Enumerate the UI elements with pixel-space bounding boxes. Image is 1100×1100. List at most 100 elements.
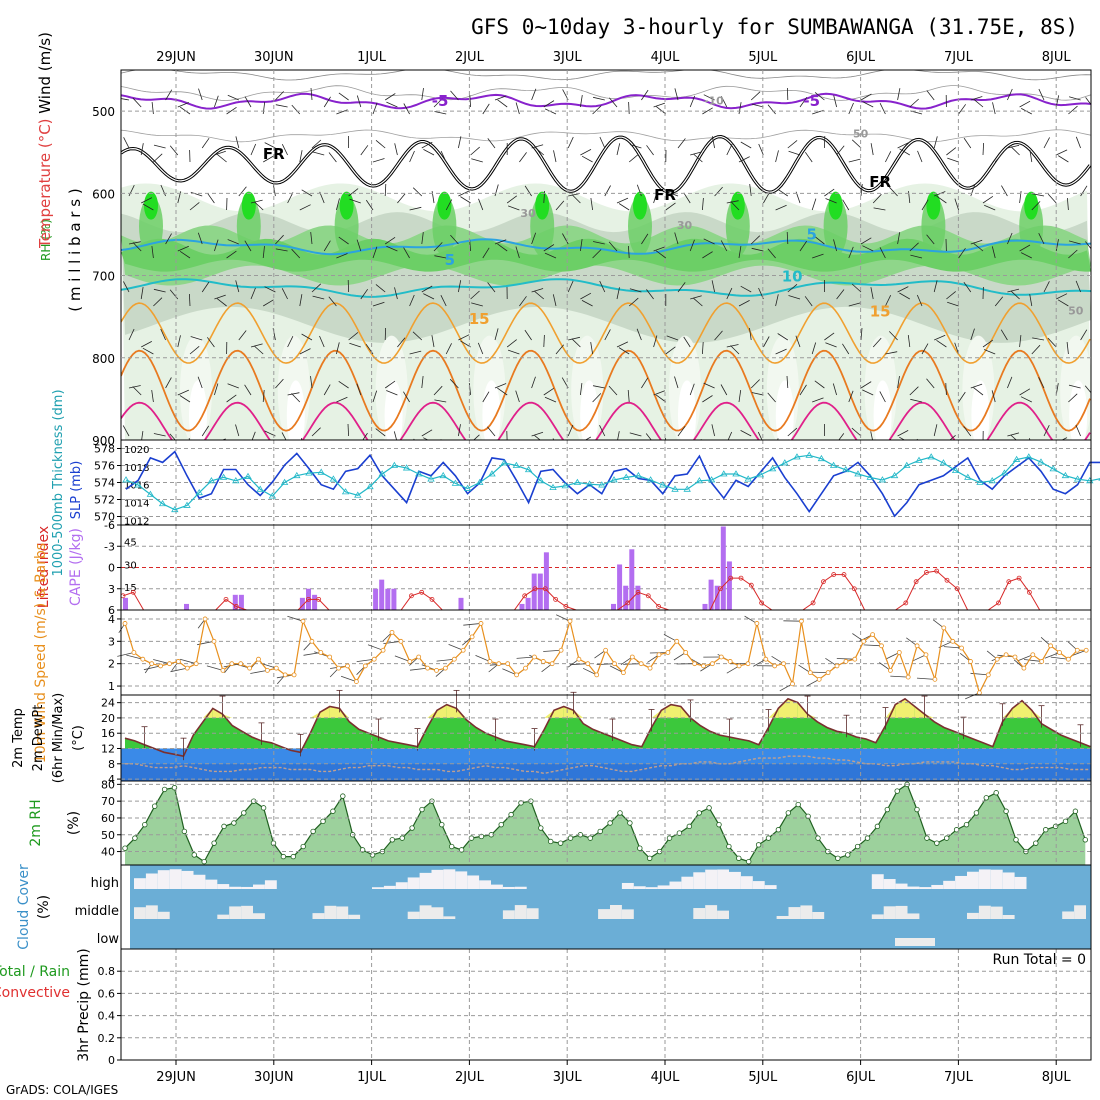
wind-barb xyxy=(608,385,618,396)
wind-barb xyxy=(336,253,348,259)
cape-bar xyxy=(629,549,635,610)
rh-marker xyxy=(746,858,752,865)
wind-barb xyxy=(629,288,642,293)
wind-barb xyxy=(916,294,923,307)
temperature-warm-band xyxy=(1031,710,1042,718)
rh-marker xyxy=(983,795,989,801)
dry-cell xyxy=(286,380,305,440)
contour-label: -5 xyxy=(432,92,449,110)
wind-barb xyxy=(506,339,517,348)
rh-marker xyxy=(845,852,851,858)
axis-title-part: (%) xyxy=(36,895,52,919)
wind-barb xyxy=(543,334,545,348)
thickness-marker xyxy=(195,488,203,496)
wind-barb xyxy=(132,242,142,252)
wind-speed-marker xyxy=(247,665,253,671)
wind-barb xyxy=(885,351,898,355)
rh-marker xyxy=(706,805,712,811)
wind-barb xyxy=(189,293,191,307)
thickness-marker xyxy=(781,459,789,466)
wind-barb xyxy=(310,376,313,389)
wind-speed-marker xyxy=(567,618,573,624)
cloud-middle-block xyxy=(348,914,361,919)
wind-barb xyxy=(275,91,284,101)
wind-barb xyxy=(434,111,447,115)
cloud-high-block xyxy=(633,886,646,889)
wind-barb xyxy=(862,245,874,252)
rh-marker xyxy=(340,793,346,799)
wind-barb xyxy=(616,341,629,348)
cloud-middle-block xyxy=(907,913,920,919)
wind-barb xyxy=(851,283,862,293)
wind-barb xyxy=(421,141,433,149)
chart-title: GFS 0~10day 3-hourly for SUMBAWANGA (31.… xyxy=(471,15,1078,39)
wind-barb xyxy=(409,206,422,211)
wind-barb xyxy=(1010,290,1020,300)
wind-speed-marker xyxy=(442,665,448,671)
cape-axis-title: CAPE (J/kg) xyxy=(68,528,84,606)
cloud-high-block xyxy=(955,875,967,889)
wind-barb xyxy=(963,137,972,149)
wind-barb xyxy=(567,424,574,437)
wind-barb xyxy=(235,424,240,437)
thickness-marker xyxy=(890,471,899,479)
li-tick-label: -6 xyxy=(104,519,115,532)
wind-barb xyxy=(833,239,837,252)
thickness-marker xyxy=(744,475,752,482)
wind-barb xyxy=(281,288,288,300)
rh-marker xyxy=(458,847,465,853)
wind-barb xyxy=(336,198,340,211)
gray-contour xyxy=(121,70,1091,81)
wind-barb xyxy=(264,286,276,293)
wind-barb xyxy=(433,242,443,252)
wind-barb xyxy=(677,426,686,437)
cape-bar xyxy=(312,594,318,610)
contour-label: 15 xyxy=(469,310,490,328)
thickness-marker xyxy=(415,470,423,477)
lifted-index-marker xyxy=(532,586,538,592)
wind-barb xyxy=(571,194,581,204)
wind-barb xyxy=(703,238,715,245)
wind-barb xyxy=(421,285,433,293)
wind-barb xyxy=(618,347,630,355)
thickness-marker xyxy=(305,469,313,476)
wind-barb xyxy=(524,329,532,341)
rh-marker xyxy=(934,840,940,846)
wind-speed-marker xyxy=(318,650,324,655)
dry-cell xyxy=(580,380,599,440)
thickness-marker xyxy=(988,477,996,484)
wind-barb xyxy=(677,138,686,149)
wind-barb xyxy=(581,155,593,163)
y-tick-label: 0 xyxy=(108,1054,115,1067)
wind-speed-marker xyxy=(603,647,608,653)
y-tick-label: 20 xyxy=(101,712,115,725)
wind-barb xyxy=(179,395,191,403)
pressure-label: 600 xyxy=(92,187,115,201)
axis-title-part: ( m i l l i b a r s ) xyxy=(66,188,84,311)
wind-barb xyxy=(291,104,301,115)
y-tick-label: 574 xyxy=(94,477,115,490)
wind-barb-10m xyxy=(179,658,197,665)
wind-barb xyxy=(470,290,480,300)
cloud-middle-block xyxy=(157,911,170,919)
cloud-middle-block xyxy=(967,912,979,919)
wind-barb xyxy=(945,382,947,396)
wind-barb xyxy=(590,342,593,355)
cape-bar xyxy=(299,597,305,610)
cloud-middle-block xyxy=(419,905,432,919)
cloud-high-block xyxy=(502,886,515,889)
rh-core xyxy=(1024,191,1039,220)
wind-barb xyxy=(1038,88,1045,101)
wind-barb-10m xyxy=(965,692,980,700)
precip-axis-title: 3hr Precip (mm) xyxy=(76,948,92,1061)
wind-barb xyxy=(312,295,325,300)
wind-speed-marker xyxy=(612,661,617,667)
wind-barb xyxy=(349,198,361,204)
y-tick-label: 60 xyxy=(101,812,115,825)
wind-barb xyxy=(982,195,994,204)
wind-barb xyxy=(851,139,862,149)
wind-barb xyxy=(328,296,337,307)
rh-core xyxy=(339,191,354,220)
wind-barb xyxy=(584,436,591,440)
